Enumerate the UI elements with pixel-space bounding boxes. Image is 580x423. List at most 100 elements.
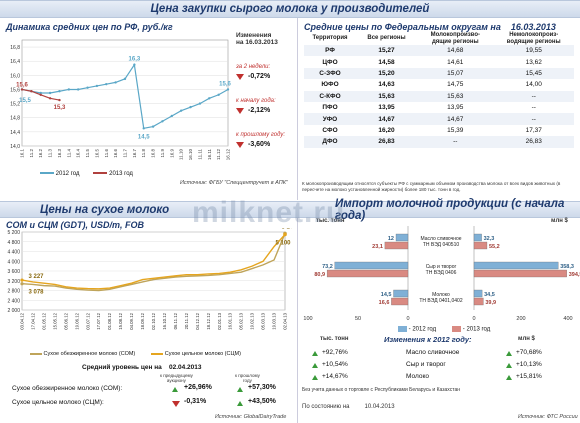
import-unit-right: млн $ xyxy=(551,218,568,224)
bar-label-usd: 394,5 xyxy=(569,272,580,278)
import-unit-left: тыс. тонн xyxy=(316,218,345,224)
col-nonmilk-regions: Немолокопроиз- водящие регионы xyxy=(506,32,561,45)
y-tick-label: 16,8 xyxy=(10,45,20,51)
x-tick-label: 17.07.12 xyxy=(96,312,101,329)
data-point xyxy=(20,88,24,91)
x-tick-label: 16.9 xyxy=(169,149,174,158)
data-label: 5 142 xyxy=(281,228,292,230)
x-tick-label: 16.1 xyxy=(20,149,25,158)
avg-row-v2: +43,50% xyxy=(248,398,276,405)
y-tick-label: 2 000 xyxy=(7,308,20,314)
x-tick-label: 05.02.13 xyxy=(239,312,244,329)
avg-title-text: Средний уровень цен на xyxy=(82,364,162,371)
x-tick-label: 01.08.12 xyxy=(107,312,112,329)
data-label: 16,3 xyxy=(129,57,141,63)
x-tick-label: 0 xyxy=(472,316,475,322)
data-point xyxy=(217,93,220,96)
import-date: 10.04.2013 xyxy=(364,404,395,410)
table-cell: 14,67 xyxy=(378,115,395,123)
x-tick-label: 16.3 xyxy=(57,149,62,158)
bar-label-usd: 32,3 xyxy=(484,236,495,242)
data-point xyxy=(76,88,80,91)
change-label: за 2 недели: xyxy=(236,64,271,70)
category-label-line: Сыр и творог xyxy=(426,264,457,270)
table-row: С-КФО 15,63 15,63 -- xyxy=(304,90,574,102)
changes-list: за 2 недели: -0,72% к началу года: -2,12% к … xyxy=(236,64,292,148)
x-tick-label: 11.12 xyxy=(216,149,221,160)
federal-prices-panel: Средние цены по Федеральным округам на 1… xyxy=(297,18,578,200)
table-cell: 15,39 xyxy=(447,126,464,134)
table-cell: 13,62 xyxy=(525,58,542,66)
table-row: СФО 16,20 15,39 17,37 xyxy=(304,125,574,136)
col-all-regions: Все регионы xyxy=(367,35,406,42)
changes-col-tonnes: тыс. тонн xyxy=(320,336,349,342)
data-point xyxy=(48,97,52,100)
change-value: -0,72% xyxy=(248,73,271,80)
data-point xyxy=(179,109,183,112)
y-tick-label: 16,0 xyxy=(10,73,20,79)
data-point xyxy=(20,278,24,282)
x-tick-label: 01.05.12 xyxy=(41,312,46,329)
powder-prices-panel: СОМ и СЦМ (GDT), USD/m, FOB 2 000 2 400 2 … xyxy=(0,218,292,423)
x-tick-label: 11.11 xyxy=(197,149,202,160)
data-label: 14,5 xyxy=(138,134,150,140)
federal-prices-title: Средние цены по Федеральным округам на 1… xyxy=(304,22,556,32)
x-tick-label: 04.12.12 xyxy=(195,312,200,329)
data-point xyxy=(39,91,42,95)
data-point xyxy=(86,86,89,89)
up-arrow-icon xyxy=(506,351,512,356)
up-arrow-icon xyxy=(506,363,512,368)
import-change-usd: +70,68% xyxy=(516,349,542,356)
legend-2013: 2013 год xyxy=(93,171,133,177)
x-tick-label: 11.5 xyxy=(85,149,90,158)
legend-som: Сухое обезжиренное молоко (СОМ) xyxy=(30,351,135,357)
table-cell: 15,45 xyxy=(525,69,542,77)
change-value: -3,60% xyxy=(248,141,271,148)
table-cell: 26,83 xyxy=(525,138,542,146)
x-tick-label: 05.06.12 xyxy=(63,312,68,329)
table-cell: -- xyxy=(531,92,536,100)
table-cell: 14,75 xyxy=(447,81,464,89)
import-change-name: Сыр и творог xyxy=(406,361,446,368)
down-arrow-icon xyxy=(236,107,244,114)
watermark: milknet.ru xyxy=(192,196,346,229)
y-tick-label: 14,0 xyxy=(10,144,20,150)
changes-col-usd: млн $ xyxy=(518,336,535,342)
x-tick-label: 100 xyxy=(303,316,312,322)
x-tick-label: 11.4 xyxy=(66,149,71,158)
table-cell: -- xyxy=(453,138,458,146)
x-tick-label: 05.03.13 xyxy=(261,312,266,329)
table-cell: 13,95 xyxy=(447,104,464,112)
table-cell: ДФО xyxy=(322,138,338,146)
import-changes-rows: +92,76% Масло сливочное +70,68% +10,54% Сыр … xyxy=(306,348,576,384)
bar-usd xyxy=(473,261,559,270)
x-tick-label: 16.01.13 xyxy=(228,312,233,329)
data-point xyxy=(142,127,145,130)
table-cell: 15,07 xyxy=(447,69,464,77)
category-label-line: Молоко xyxy=(432,292,450,298)
legend-som-label: Сухое обезжиренное молоко (СОМ) xyxy=(43,351,136,357)
y-tick-label: 3 600 xyxy=(7,269,20,275)
x-tick-label: 11.9 xyxy=(160,149,165,158)
change-label: к началу года: xyxy=(236,98,276,104)
import-change-name: Молоко xyxy=(406,373,429,380)
price-source: Источник: ФГБУ "Спеццентручет в АПК" xyxy=(180,180,288,186)
import-change-usd: +15,81% xyxy=(516,373,542,380)
bar-tonnes xyxy=(326,269,409,278)
data-point xyxy=(48,91,52,95)
category-label: Молоко ТН ВЭД 0401,0402 xyxy=(419,292,462,304)
powder-title: СОМ и СЦМ (GDT), USD/m, FOB xyxy=(6,220,145,230)
table-cell: 14,68 xyxy=(447,47,464,55)
bar-label-tonnes: 80,9 xyxy=(314,272,325,278)
x-tick-label: 16.12 xyxy=(226,149,231,161)
up-arrow-icon xyxy=(237,387,243,392)
avg-row: Сухое цельное молоко (СЦМ): -0,31% +43,50% xyxy=(12,397,292,411)
bar-tonnes xyxy=(391,297,409,306)
federal-prices-title-text: Средние цены по Федеральным округам на xyxy=(304,22,501,32)
x-tick-label: 16.6 xyxy=(113,149,118,158)
x-tick-label: 02.04.13 xyxy=(283,312,288,329)
legend-scm: Сухое цельное молоко (СЦМ) xyxy=(151,351,241,357)
y-tick-label: 15,2 xyxy=(10,102,20,108)
x-tick-label: 20.11.12 xyxy=(184,312,189,329)
x-tick-label: 11.10 xyxy=(179,149,184,160)
